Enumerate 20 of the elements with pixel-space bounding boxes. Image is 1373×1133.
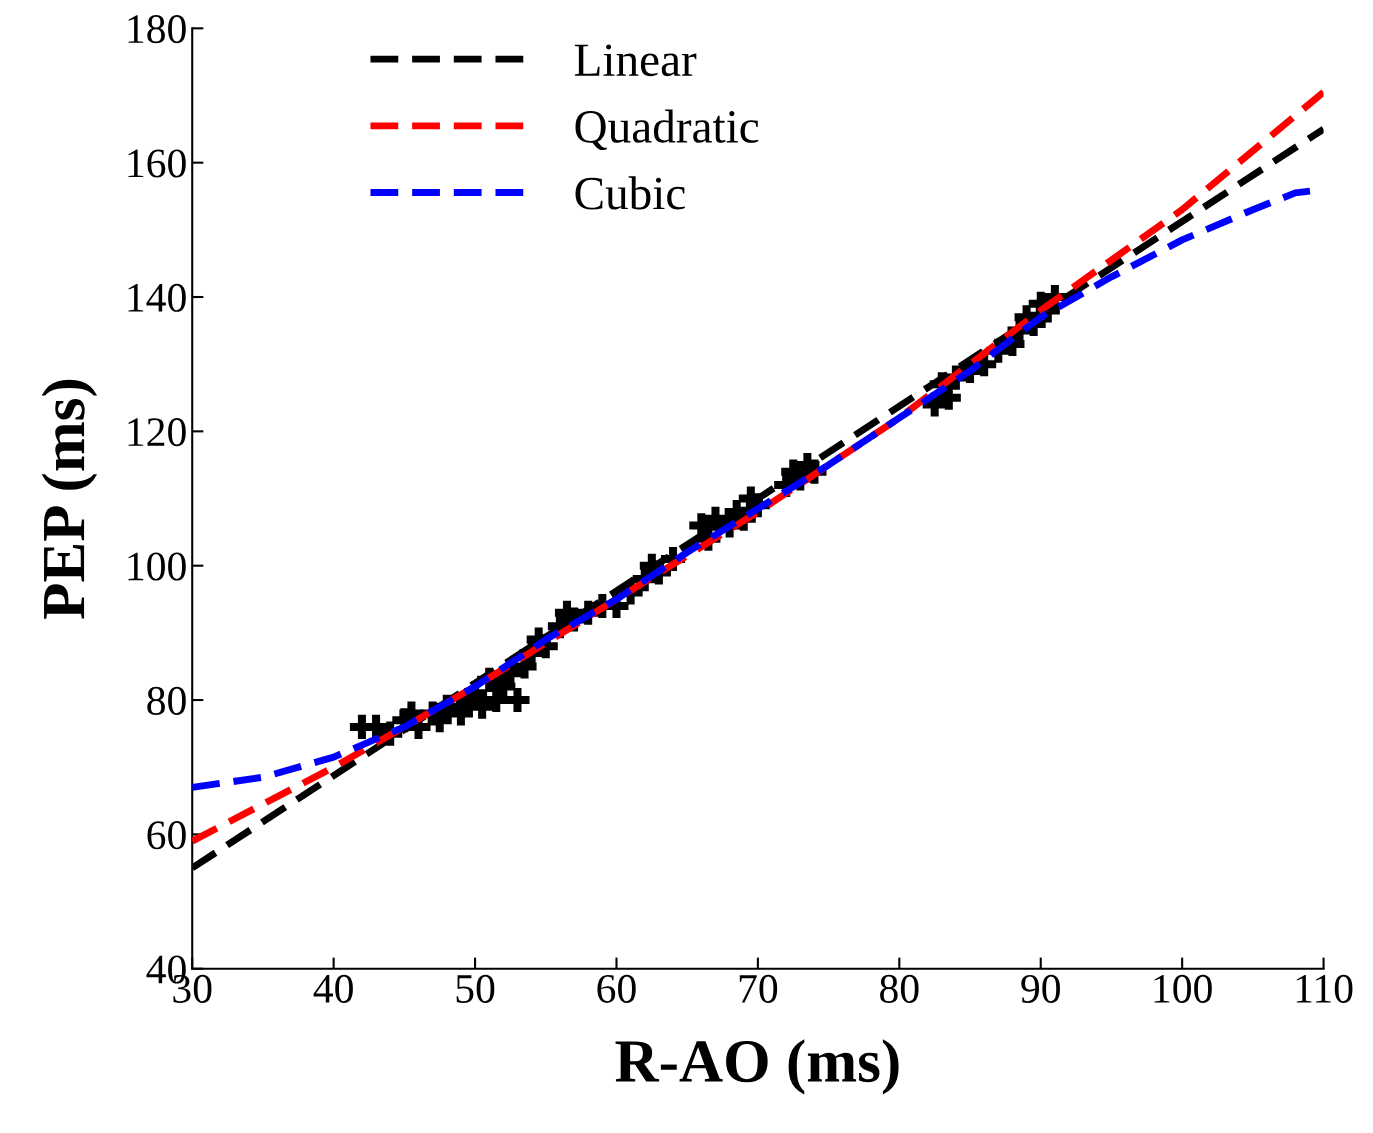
y-tick-label: 180 xyxy=(128,15,186,44)
x-tick-label: 90 xyxy=(1021,974,1060,1003)
legend-label: Linear xyxy=(574,44,697,77)
x-tick-label: 100 xyxy=(1154,974,1212,1003)
y-tick-label: 100 xyxy=(128,552,186,581)
x-tick-label: 50 xyxy=(456,974,495,1003)
y-tick-label: 120 xyxy=(128,418,186,447)
y-tick-label: 160 xyxy=(128,149,186,178)
x-tick-label: 70 xyxy=(739,974,778,1003)
x-axis-title: R-AO (ms) xyxy=(615,1039,899,1095)
x-tick-label: 60 xyxy=(597,974,636,1003)
y-tick-label: 140 xyxy=(128,283,186,312)
legend-label: Quadratic xyxy=(575,109,759,151)
y-tick-label: 60 xyxy=(147,821,186,850)
x-tick-label: 80 xyxy=(880,974,919,1003)
x-tick-label: 40 xyxy=(313,974,353,1003)
x-tick-label: 110 xyxy=(1296,974,1353,1003)
y-axis-title: PEP (ms) xyxy=(41,379,98,619)
y-tick-label: 80 xyxy=(147,686,186,715)
legend-label: Cubic xyxy=(575,176,685,210)
